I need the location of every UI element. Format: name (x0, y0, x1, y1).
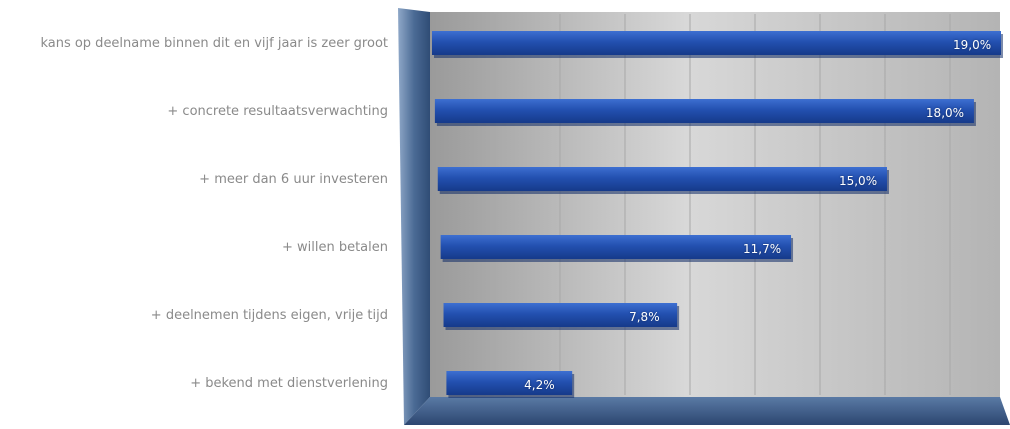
bar (443, 303, 678, 327)
category-label: + willen betalen (281, 240, 388, 255)
category-label: + meer dan 6 uur investeren (199, 172, 388, 187)
category-label: kans op deelname binnen dit en vijf jaar… (40, 36, 388, 51)
value-label: 15,0% (838, 174, 878, 188)
category-label: + concrete resultaatsverwachting (167, 104, 388, 119)
bar (437, 167, 887, 191)
bar (440, 235, 792, 259)
value-label: 7,8% (629, 310, 660, 324)
left-wall (398, 8, 430, 425)
floor (404, 397, 1010, 425)
category-label: + deelnemen tijdens eigen, vrije tijd (150, 308, 388, 323)
bar (434, 99, 974, 123)
bars (432, 31, 1003, 398)
value-label: 11,7% (743, 242, 782, 256)
plot-background (430, 12, 1000, 397)
gridlines (494, 14, 951, 395)
value-label: 18,0% (925, 106, 965, 120)
bar (432, 31, 1001, 55)
bar (446, 371, 573, 395)
category-label: + bekend met dienstverlening (190, 376, 388, 391)
value-label: 19,0% (953, 38, 992, 52)
value-label: 4,2% (524, 378, 555, 392)
